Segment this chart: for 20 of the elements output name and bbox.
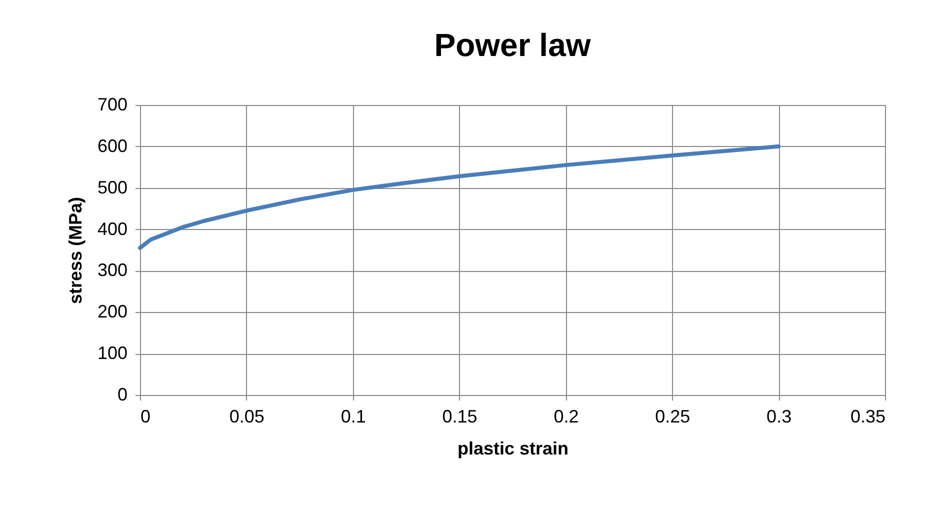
y-tick-label: 400: [97, 218, 128, 239]
x-tick-label: 0.25: [655, 406, 690, 426]
x-tick-label: 0.15: [442, 406, 478, 426]
y-axis-title: stress (MPa): [65, 196, 86, 304]
y-tick-label: 300: [97, 260, 128, 280]
y-tick-label: 500: [97, 177, 128, 198]
x-tick-label: 0.2: [554, 406, 579, 426]
y-tick-label: 700: [97, 94, 128, 114]
x-axis-title: plastic strain: [457, 438, 569, 458]
x-tick-label: 0.3: [766, 406, 792, 426]
line-series: [138, 144, 781, 250]
y-tick-label: 100: [97, 343, 128, 364]
x-tick-label: 0.05: [229, 406, 264, 426]
y-tick-label: 600: [97, 136, 128, 156]
y-tick-label: 0: [117, 384, 128, 404]
y-tick-label: 200: [97, 302, 128, 322]
x-tick-label: 0: [140, 406, 151, 426]
chart-title: Power law: [434, 27, 591, 63]
x-tick-label: 0.35: [850, 406, 886, 426]
x-tick-label: 0.1: [340, 406, 366, 426]
